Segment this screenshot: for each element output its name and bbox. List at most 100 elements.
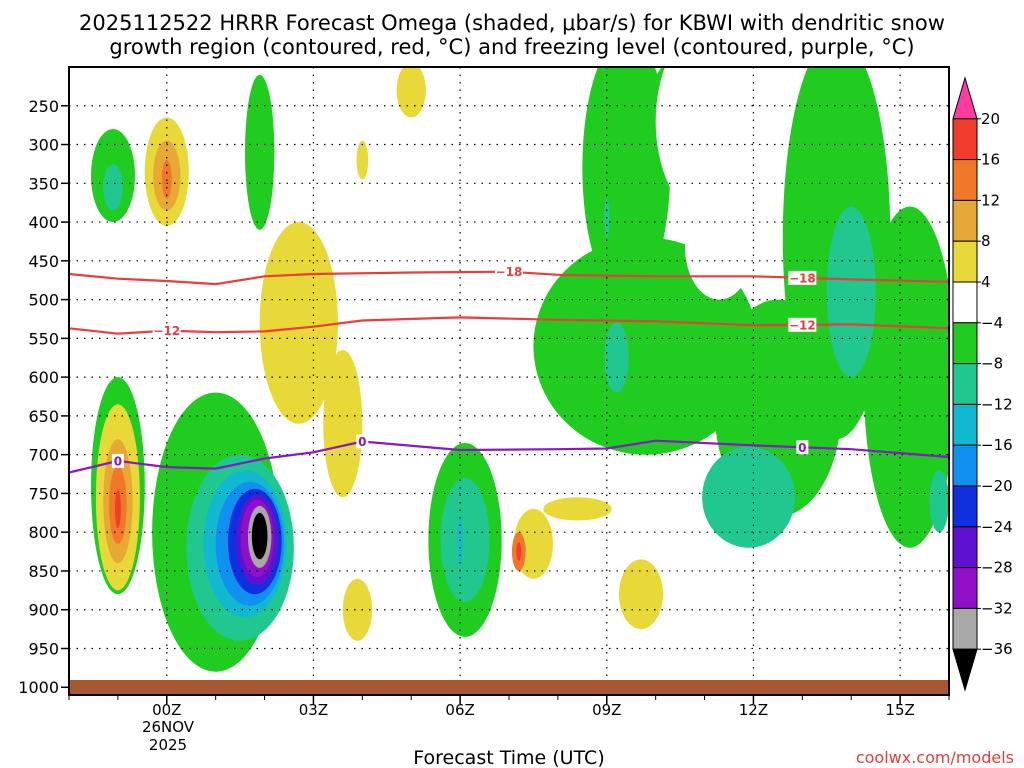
colorbar-label: −36 [981,640,1013,658]
x-tick-label: 09Z [592,701,621,719]
y-tick-label: 1000 [18,678,59,697]
y-tick-label: 300 [28,136,59,155]
colorbar-label: −20 [981,477,1013,495]
omega-shading [91,67,949,672]
date-label-year: 2025 [149,736,187,754]
omega-region [619,559,663,630]
omega-region [543,497,612,521]
omega-region [251,512,268,560]
x-tick-label: 03Z [299,701,328,719]
colorbar-label: 20 [981,110,1000,128]
x-tick-label: 06Z [445,701,474,719]
freezing-level-contour-label-bg [796,440,809,455]
colorbar: 20 16 12 8 4 −4 −8 −12 −16 −20 −24 −28 −32 −36 [952,76,1013,692]
omega-region [863,206,949,548]
colorbar-swatch [952,281,978,324]
freezing-level-contour-label-bg [356,434,369,449]
dgz-contour [69,270,949,286]
omega-region [440,477,490,602]
omega-region [356,140,369,180]
omega-region [244,74,275,230]
y-tick-label: 500 [28,291,59,310]
colorbar-swatch [952,567,978,609]
y-tick-label: 800 [28,523,59,542]
y-tick-label: 900 [28,601,59,620]
freezing-level-contour-label: 0 [358,435,366,449]
omega-region [323,349,363,498]
colorbar-swatch [952,363,978,405]
y-tick-label: 350 [28,174,59,193]
y-tick-label: 700 [28,446,59,465]
dgz-contour-label: −18 [496,265,523,279]
contour-lines: −18 −18 −12 −12 0 0 0 [69,264,949,474]
colorbar-top-triangle [952,76,978,120]
credit-text: coolwx.com/models [856,748,1014,767]
y-tick-label: 750 [28,484,59,503]
colorbar-swatch [952,444,978,487]
colorbar-label: 16 [981,151,1000,169]
omega-region [161,160,172,199]
colorbar-label: −12 [981,395,1013,413]
chart-title-line-1: 2025112522 HRRR Forecast Omega (shaded, … [79,11,945,35]
y-tick-label: 450 [28,252,59,271]
y-tick-label: 650 [28,407,59,426]
freezing-level-contour-label: 0 [114,454,122,468]
colorbar-swatch [952,199,978,242]
omega-region [702,446,795,548]
colorbar-label: −28 [981,559,1013,577]
x-tick-label: 15Z [885,701,914,719]
colorbar-label: −24 [981,518,1013,536]
dgz-contour-label: −12 [789,318,816,332]
colorbar-bottom-triangle [952,648,978,692]
colorbar-label: −32 [981,599,1013,617]
y-tick-label: 550 [28,329,59,348]
dgz-contour-label-bg [788,317,817,332]
colorbar-swatch [952,322,978,365]
freezing-level-contour-label: 0 [798,441,806,455]
y-tick-label: 850 [28,562,59,581]
y-tick-label: 250 [28,97,59,116]
dgz-contour-label-bg [152,323,181,338]
omega-region [516,542,522,561]
freezing-level-contour-label-bg [111,453,124,468]
x-tick-label: 00Z [152,701,181,719]
omega-region [342,578,373,641]
y-axis-ticks: 250 300 350 400 450 500 550 600 650 700 750 800 850 9… [18,97,69,697]
omega-clear-region [719,67,788,122]
colorbar-swatch [952,240,978,283]
colorbar-label: −16 [981,436,1013,454]
colorbar-swatch [952,485,978,528]
y-tick-label: 600 [28,368,59,387]
plot-area: −18 −18 −12 −12 0 0 0 [69,67,949,695]
colorbar-label: 4 [981,273,991,291]
colorbar-label: −4 [981,314,1003,332]
colorbar-swatch [952,607,978,650]
dgz-contour-label: −18 [789,271,816,285]
x-tick-label: 12Z [739,701,768,719]
omega-region [259,222,338,424]
omega-clear-region [685,194,754,300]
omega-region [103,163,123,211]
omega-region [396,67,426,118]
date-label-day: 26NOV [142,718,195,736]
colorbar-swatch [952,159,978,201]
dgz-contour-label-bg [788,270,817,285]
omega-region [604,322,629,393]
x-axis-title: Forecast Time (UTC) [413,747,604,768]
colorbar-label: −8 [981,355,1003,373]
x-axis-ticks: 00Z 03Z 06Z 09Z 12Z 15Z [68,695,950,719]
ground-surface [69,680,949,695]
omega-region [929,470,949,533]
freezing-level-contour [69,439,949,474]
dgz-contour-label: −12 [153,324,180,338]
dgz-contour-label-bg [495,264,523,279]
y-tick-label: 400 [28,213,59,232]
colorbar-swatch [952,526,978,569]
colorbar-swatch [952,403,978,446]
omega-region [826,206,876,378]
y-tick-label: 950 [28,639,59,658]
colorbar-label: 12 [981,191,1000,209]
chart-title-line-2: growth region (contoured, red, °C) and f… [109,35,914,59]
omega-region [114,489,121,529]
